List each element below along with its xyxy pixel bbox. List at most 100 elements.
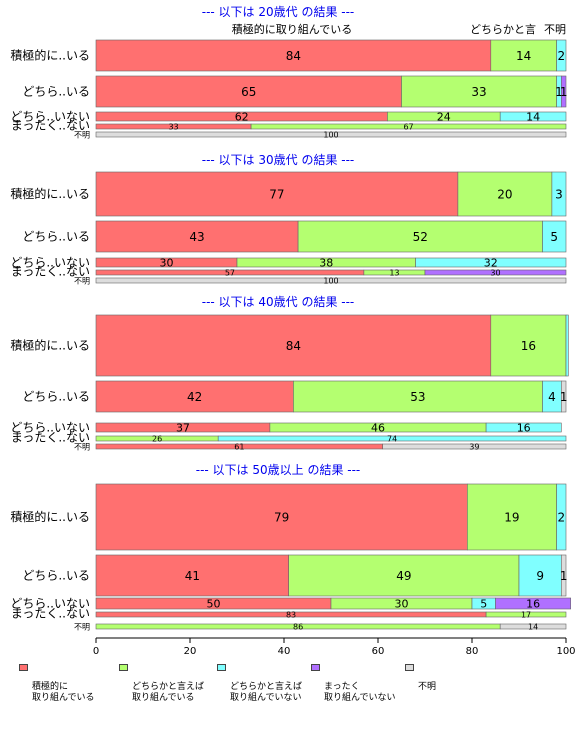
bar-value-label: 30: [490, 268, 500, 277]
bar-value-label: 100: [323, 276, 338, 285]
panel-title: --- 以下は 50歳以上 の結果 ---: [196, 463, 361, 477]
bar-value-label: 79: [274, 510, 289, 524]
top-annotation: どちらかと言: [470, 23, 536, 36]
bar-segment: [457, 171, 553, 217]
bar-segment: [466, 483, 557, 551]
bar-value-label: 65: [241, 85, 256, 99]
bar-value-label: 86: [293, 622, 303, 631]
bar-segment: [382, 443, 567, 450]
bar-segment: [95, 314, 492, 377]
bar-segment: [95, 380, 294, 413]
bar-segment: [95, 39, 492, 72]
row-label: まったく..ない: [11, 431, 90, 445]
x-axis-tick-label: 80: [466, 646, 479, 657]
bar-value-label: 100: [323, 130, 338, 139]
legend-item-dochiraka-iru: どちらかと言えば 取り組んでいる: [119, 660, 205, 704]
bar-segment: [250, 123, 567, 130]
row-label: まったく..ない: [11, 607, 90, 621]
bar-value-label: 37: [176, 421, 190, 434]
legend-swatch-dochiraka-inai: [217, 664, 226, 671]
bar-value-label: 1: [560, 390, 568, 404]
bar-segment: [560, 75, 567, 108]
legend-item-fumei: 不明: [405, 660, 437, 693]
row-label: 不明: [74, 277, 90, 286]
bar-value-label: 50: [207, 597, 221, 610]
bar-segment: [95, 171, 459, 217]
legend-label-dochiraka-inai: どちらかと言えば 取り組んでいない: [230, 682, 303, 703]
bar-segment: [542, 220, 567, 253]
row-label: どちら..いる: [22, 85, 90, 99]
bar-value-label: 30: [160, 256, 174, 269]
bar-segment: [293, 380, 543, 413]
x-axis-tick-label: 60: [372, 646, 385, 657]
bar-value-label: 3: [555, 187, 563, 201]
row-label: どちら..いない: [10, 110, 90, 124]
bar-value-label: 38: [319, 256, 333, 269]
bar-segment: [95, 483, 468, 551]
bar-segment: [415, 257, 567, 268]
bar-value-label: 17: [521, 610, 531, 619]
bar-value-label: 61: [234, 442, 244, 451]
bar-value-label: 52: [413, 230, 428, 244]
bar-value-label: 74: [387, 434, 397, 443]
bar-value-label: 33: [168, 122, 178, 131]
bar-value-label: 19: [504, 510, 519, 524]
bar-segment: [95, 220, 299, 253]
bar-segment: [556, 39, 567, 72]
row-label: どちら..いない: [10, 256, 90, 270]
legend: 積極的に 取り組んでいる どちらかと言えば 取り組んでいる どちらかと言えば 取…: [18, 660, 578, 703]
bar-segment: [95, 554, 289, 597]
bar-value-label: 26: [152, 434, 162, 443]
legend-label-mattaku: まったく 取り組んでいない: [324, 682, 396, 703]
bar-value-label: 30: [395, 597, 409, 610]
bar-value-label: 43: [189, 230, 204, 244]
bar-segment: [499, 111, 567, 122]
row-label: まったく..ない: [11, 265, 90, 279]
bar-value-label: 14: [516, 49, 531, 63]
bar-segment: [424, 269, 567, 276]
bar-segment: [490, 39, 557, 72]
legend-item-sekkyokuteki: 積極的に 取り組んでいる: [19, 660, 95, 704]
top-annotation: 積極的に取り組んでいる: [232, 22, 352, 36]
legend-label-dochiraka-iru: どちらかと言えば 取り組んでいる: [132, 682, 205, 703]
bar-segment: [297, 220, 543, 253]
legend-label-sekkyokuteki: 積極的に 取り組んでいる: [32, 682, 95, 703]
row-label: まったく..ない: [11, 119, 90, 133]
bar-value-label: 67: [403, 122, 413, 131]
bar-value-label: 62: [235, 110, 249, 123]
bar-segment: [518, 554, 562, 597]
x-axis-tick-label: 20: [184, 646, 197, 657]
legend-swatch-fumei: [405, 664, 414, 671]
bar-value-label: 1: [560, 569, 568, 583]
row-label: どちら..いない: [10, 597, 90, 611]
bar-value-label: 84: [286, 49, 301, 63]
bar-value-label: 24: [437, 110, 451, 123]
bar-segment: [551, 171, 567, 217]
bar-segment: [95, 277, 567, 284]
bar-value-label: 16: [521, 339, 536, 353]
bar-value-label: 33: [471, 85, 486, 99]
row-label: 不明: [74, 131, 90, 140]
bar-value-label: 14: [528, 622, 538, 631]
legend-swatch-sekkyokuteki: [19, 664, 28, 671]
bar-value-label: 41: [185, 569, 200, 583]
row-label: どちら..いない: [10, 421, 90, 435]
bar-segment: [499, 623, 567, 630]
bar-value-label: 5: [480, 597, 487, 610]
panel-title: --- 以下は 20歳代 の結果 ---: [202, 5, 355, 19]
bar-value-label: 42: [187, 390, 202, 404]
bar-value-label: 14: [526, 110, 540, 123]
bar-value-label: 5: [550, 230, 558, 244]
bar-segment: [560, 554, 567, 597]
bar-segment: [485, 422, 562, 433]
legend-swatch-mattaku: [311, 664, 320, 671]
legend-swatch-dochiraka-iru: [119, 664, 128, 671]
bar-value-label: 1: [555, 85, 563, 99]
row-label: 積極的に..いる: [10, 338, 90, 353]
bar-value-label: 84: [286, 339, 301, 353]
bar-segment: [95, 131, 567, 138]
legend-label-fumei: 不明: [418, 682, 437, 692]
bar-value-label: 20: [497, 187, 512, 201]
bar-segment: [495, 597, 571, 610]
